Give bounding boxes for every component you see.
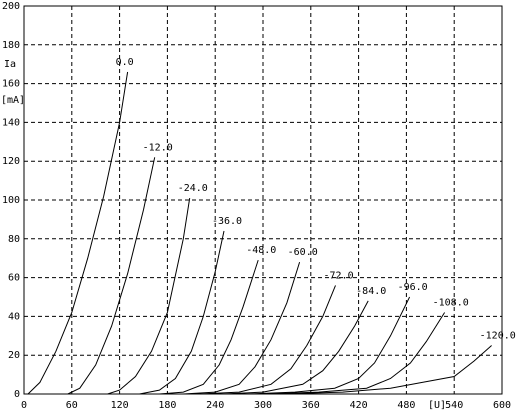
x-tick-label: 180 [158,400,176,411]
y-tick-label: 40 [8,311,20,322]
curve [159,259,259,395]
x-tick-label: 480 [397,400,415,411]
curve-label: -72.0 [323,270,353,281]
curve-label: -84.0 [356,286,386,297]
x-tick-label: 60 [66,400,78,411]
curve-label: -48.0 [246,245,276,256]
y-tick-label: 0 [14,389,20,400]
curve [199,285,336,395]
curve-label: -60.0 [288,247,318,258]
y-tick-label: 120 [2,156,20,167]
curve-label: -24.0 [178,183,208,194]
x-tick-label: 120 [111,400,129,411]
curve-label: 0.0 [116,57,134,68]
y-tick-label: 60 [8,273,20,284]
y-tick-label: 200 [2,1,20,12]
curve-label: -12.0 [143,142,173,153]
y-tick-label: 180 [2,40,20,51]
x-tick-label: 360 [302,400,320,411]
curve [27,71,129,395]
curve-label: -108.0 [433,298,469,309]
curve-label: -120.0 [480,331,516,342]
curve [262,312,446,395]
curve-label: -96.0 [398,282,428,293]
curve [247,296,411,395]
x-axis-label: [U] [428,400,446,411]
y-tick-label: 80 [8,234,20,245]
y-axis-label: Ia [4,59,16,70]
curve [278,345,492,395]
x-tick-label: 420 [350,400,368,411]
curve-label: -36.0 [212,216,242,227]
y-tick-label: 20 [8,350,20,361]
y-axis-unit: [mA] [1,95,25,106]
x-tick-label: 240 [206,400,224,411]
curve [67,157,156,395]
y-tick-label: 140 [2,117,20,128]
y-tick-label: 100 [2,195,20,206]
curve [183,261,301,395]
x-tick-label: 300 [254,400,272,411]
curve [107,198,191,395]
x-tick-label: 600 [493,400,511,411]
x-tick-label: 0 [21,400,27,411]
curve [139,230,225,395]
y-tick-label: 160 [2,79,20,90]
x-tick-label: 540 [445,400,463,411]
curve [223,300,369,395]
